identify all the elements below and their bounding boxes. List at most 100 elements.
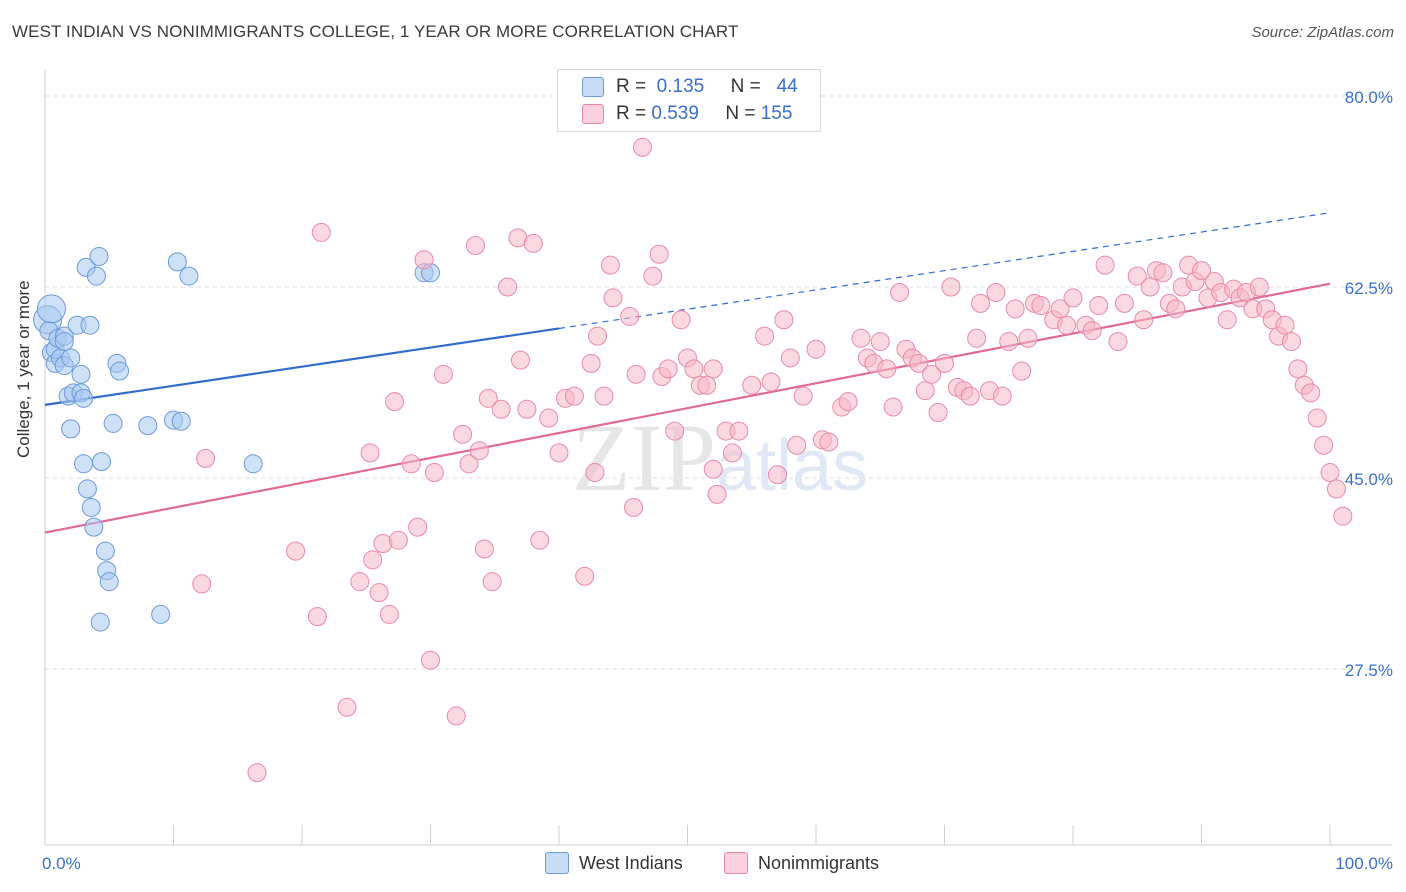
legend-row-nonimmigrants: R = 0.539 N = 155: [582, 101, 792, 127]
nonimmigrants-point: [1140, 277, 1160, 297]
nonimmigrants-point: [707, 484, 727, 504]
nonimmigrants-point: [935, 353, 954, 373]
x-tick-labels: 0.0% 100.0%: [42, 854, 1393, 873]
chart-title: WEST INDIAN VS NONIMMIGRANTS COLLEGE, 1 …: [12, 22, 739, 41]
nonimmigrants-point: [755, 326, 775, 346]
nonimmigrants-point: [999, 332, 1019, 352]
series-swatch-nonimmigrants: [724, 852, 748, 874]
west-indians-point: [90, 612, 110, 632]
nonimmigrants-point: [465, 236, 485, 256]
nonimmigrants-point: [286, 541, 306, 561]
west-indians-point: [77, 479, 97, 499]
nonimmigrants-trend-line: [44, 282, 1331, 534]
nonimmigrants-point: [780, 348, 800, 368]
legend-r-value: 0.135: [656, 76, 705, 97]
nonimmigrants-point: [1108, 332, 1128, 352]
nonimmigrants-point: [703, 359, 723, 379]
legend-row-west-indians: R = 0.135 N = 44: [582, 74, 798, 100]
nonimmigrants-point: [337, 697, 357, 717]
nonimmigrants-point: [877, 359, 897, 379]
data-points: [33, 137, 1353, 783]
nonimmigrants-point: [1249, 277, 1269, 297]
nonimmigrants-point: [1217, 310, 1237, 330]
nonimmigrants-point: [1089, 296, 1109, 316]
nonimmigrants-point: [624, 497, 644, 517]
y-tick-label: 62.5%: [1345, 279, 1393, 298]
nonimmigrants-point: [915, 381, 935, 401]
nonimmigrants-point: [761, 372, 781, 392]
west-indians-trend-line: [44, 327, 560, 406]
nonimmigrants-point: [459, 454, 479, 474]
y-tick-labels: 27.5% 45.0% 62.5% 80.0%: [1345, 88, 1393, 680]
x-tick-label: 100.0%: [1335, 854, 1393, 873]
nonimmigrants-point: [870, 332, 890, 352]
nonimmigrants-point: [1275, 315, 1295, 335]
nonimmigrants-point: [539, 408, 559, 428]
nonimmigrants-point: [671, 310, 691, 330]
legend-swatch-nonimmigrants: [582, 104, 604, 124]
nonimmigrants-point: [722, 443, 742, 463]
nonimmigrants-point: [498, 277, 518, 297]
nonimmigrants-point: [787, 435, 807, 455]
west-indians-point: [36, 294, 66, 324]
nonimmigrants-point: [684, 359, 704, 379]
nonimmigrants-point: [517, 399, 537, 419]
west-indians-point: [89, 246, 109, 266]
source-label: Source: ZipAtlas.com: [1251, 24, 1394, 41]
nonimmigrants-point: [1288, 359, 1308, 379]
watermark-zip: ZIP: [572, 404, 716, 511]
west-indians-point: [103, 413, 123, 433]
nonimmigrants-point: [1153, 263, 1173, 283]
nonimmigrants-point: [307, 607, 327, 627]
nonimmigrants-point: [883, 397, 903, 417]
nonimmigrants-point: [626, 364, 646, 384]
nonimmigrants-point: [890, 282, 910, 302]
nonimmigrants-point: [192, 574, 212, 594]
west-indians-point: [167, 252, 187, 272]
y-tick-label: 27.5%: [1345, 661, 1393, 680]
nonimmigrants-point: [588, 326, 608, 346]
nonimmigrants-point: [603, 288, 623, 308]
nonimmigrants-point: [1005, 299, 1025, 319]
nonimmigrants-point: [414, 250, 434, 270]
nonimmigrants-point: [585, 463, 605, 483]
nonimmigrants-point: [967, 328, 987, 348]
west-indians-point: [179, 266, 199, 286]
west-indians-point: [171, 411, 191, 431]
nonimmigrants-point: [530, 530, 550, 550]
nonimmigrants-point: [909, 353, 929, 373]
series-legend: West Indians Nonimmigrants: [0, 852, 1406, 878]
series-legend-west-indians[interactable]: West Indians: [545, 852, 683, 874]
nonimmigrants-point: [478, 388, 498, 408]
west-indians-point: [92, 452, 112, 472]
nonimmigrants-point: [1114, 293, 1134, 313]
nonimmigrants-point: [401, 454, 421, 474]
correlation-legend: R = 0.135 N = 44 R = 0.539 N = 155: [557, 69, 821, 132]
west-indians-point: [74, 454, 94, 474]
axes: [44, 70, 1392, 846]
nonimmigrants-point: [992, 386, 1012, 406]
west-indians-point: [71, 364, 91, 384]
series-legend-nonimmigrants[interactable]: Nonimmigrants: [724, 852, 879, 874]
west-indians-point: [86, 266, 106, 286]
series-label-nonimmigrants: Nonimmigrants: [758, 852, 880, 873]
nonimmigrants-point: [960, 386, 980, 406]
legend-r-value: 0.539: [651, 103, 699, 124]
nonimmigrants-point: [549, 443, 569, 463]
series-label-west-indians: West Indians: [579, 852, 683, 873]
nonimmigrants-point: [1301, 383, 1321, 403]
nonimmigrants-point: [360, 443, 380, 463]
y-tick-label: 80.0%: [1345, 88, 1393, 107]
west-indians-point: [110, 361, 130, 381]
legend-swatch-west-indians: [582, 77, 604, 97]
west-indians-point: [84, 517, 104, 537]
nonimmigrants-point: [819, 432, 839, 452]
x-tick-label: 0.0%: [42, 854, 81, 873]
nonimmigrants-point: [1057, 315, 1077, 335]
legend-r-label: R =: [616, 76, 647, 97]
legend-r-label: R =: [616, 103, 647, 124]
nonimmigrants-point: [581, 353, 601, 373]
nonimmigrants-point: [697, 375, 717, 395]
nonimmigrants-point: [1192, 261, 1211, 281]
nonimmigrants-point: [388, 530, 408, 550]
